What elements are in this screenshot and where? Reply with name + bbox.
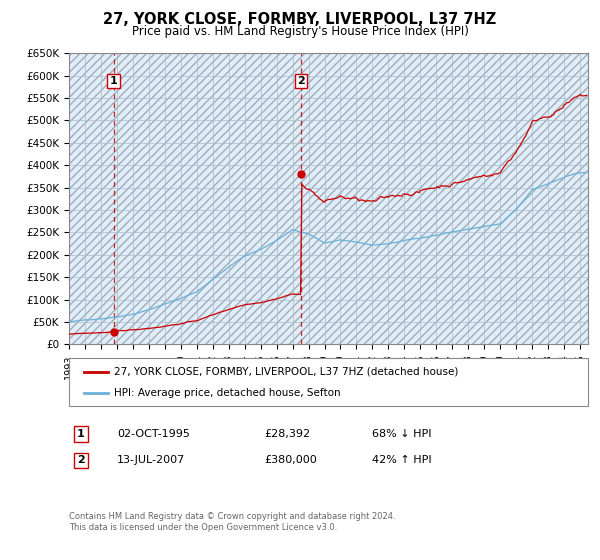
Text: 27, YORK CLOSE, FORMBY, LIVERPOOL, L37 7HZ (detached house): 27, YORK CLOSE, FORMBY, LIVERPOOL, L37 7… <box>114 367 458 377</box>
27, YORK CLOSE, FORMBY, LIVERPOOL, L37 7HZ (detached house) <box>413 188 420 195</box>
Text: Contains HM Land Registry data © Crown copyright and database right 2024.
This d: Contains HM Land Registry data © Crown c… <box>69 512 395 532</box>
27, YORK CLOSE, FORMBY, LIVERPOOL, L37 7HZ (detached house) <box>127 326 134 333</box>
Line: 27, YORK CLOSE, FORMBY, LIVERPOOL, L37 7HZ (detached house): 27, YORK CLOSE, FORMBY, LIVERPOOL, L37 7… <box>69 95 587 334</box>
Text: 42% ↑ HPI: 42% ↑ HPI <box>372 455 431 465</box>
Line: HPI: Average price, detached house, Sefton: HPI: Average price, detached house, Seft… <box>69 172 587 322</box>
Text: 1: 1 <box>77 429 85 439</box>
HPI: Average price, detached house, Sefton: (2e+03, 6.61e+04): Average price, detached house, Sefton: (… <box>127 311 134 318</box>
27, YORK CLOSE, FORMBY, LIVERPOOL, L37 7HZ (detached house) <box>65 331 73 338</box>
27, YORK CLOSE, FORMBY, LIVERPOOL, L37 7HZ (detached house) <box>433 184 440 191</box>
Text: £28,392: £28,392 <box>264 429 310 439</box>
HPI: Average price, detached house, Sefton: (2.03e+03, 3.84e+05): Average price, detached house, Sefton: (… <box>582 169 589 176</box>
27, YORK CLOSE, FORMBY, LIVERPOOL, L37 7HZ (detached house) <box>577 91 584 98</box>
HPI: Average price, detached house, Sefton: (2.02e+03, 2.67e+05): Average price, detached house, Sefton: (… <box>491 221 499 228</box>
27, YORK CLOSE, FORMBY, LIVERPOOL, L37 7HZ (detached house) <box>464 176 472 183</box>
Text: 68% ↓ HPI: 68% ↓ HPI <box>372 429 431 439</box>
Text: 2: 2 <box>77 455 85 465</box>
Text: 27, YORK CLOSE, FORMBY, LIVERPOOL, L37 7HZ: 27, YORK CLOSE, FORMBY, LIVERPOOL, L37 7… <box>103 12 497 27</box>
Text: 1: 1 <box>110 76 118 86</box>
HPI: Average price, detached house, Sefton: (1.99e+03, 5e+04): Average price, detached house, Sefton: (… <box>65 319 73 325</box>
HPI: Average price, detached house, Sefton: (2.01e+03, 2.37e+05): Average price, detached house, Sefton: (… <box>413 235 420 242</box>
HPI: Average price, detached house, Sefton: (2.03e+03, 3.84e+05): Average price, detached house, Sefton: (… <box>583 169 590 176</box>
Text: HPI: Average price, detached house, Sefton: HPI: Average price, detached house, Seft… <box>114 388 341 398</box>
Text: 2: 2 <box>298 76 305 86</box>
Text: 13-JUL-2007: 13-JUL-2007 <box>117 455 185 465</box>
HPI: Average price, detached house, Sefton: (2.02e+03, 2.57e+05): Average price, detached house, Sefton: (… <box>464 226 472 232</box>
27, YORK CLOSE, FORMBY, LIVERPOOL, L37 7HZ (detached house) <box>452 179 460 186</box>
27, YORK CLOSE, FORMBY, LIVERPOOL, L37 7HZ (detached house) <box>491 171 499 178</box>
27, YORK CLOSE, FORMBY, LIVERPOOL, L37 7HZ (detached house) <box>583 92 590 99</box>
Text: 02-OCT-1995: 02-OCT-1995 <box>117 429 190 439</box>
Text: £380,000: £380,000 <box>264 455 317 465</box>
HPI: Average price, detached house, Sefton: (2.02e+03, 2.52e+05): Average price, detached house, Sefton: (… <box>452 228 460 235</box>
HPI: Average price, detached house, Sefton: (2.02e+03, 2.44e+05): Average price, detached house, Sefton: (… <box>433 232 440 239</box>
Text: Price paid vs. HM Land Registry's House Price Index (HPI): Price paid vs. HM Land Registry's House … <box>131 25 469 38</box>
